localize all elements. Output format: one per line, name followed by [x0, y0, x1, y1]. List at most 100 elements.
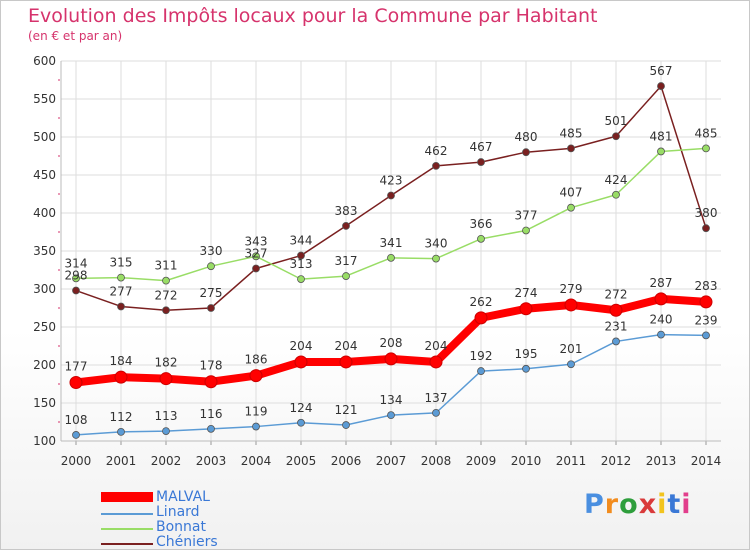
data-label-bonnat-2008: 340: [425, 237, 448, 251]
y-tick-label-350: 350: [33, 244, 56, 258]
data-label-bonnat-2004: 343: [245, 234, 268, 248]
data-label-bonnat-2006: 317: [335, 254, 358, 268]
point-cheniers-2010: [522, 148, 530, 157]
point-cheniers-2006: [342, 222, 350, 230]
point-bonnat-2013: [657, 147, 665, 156]
point-malval-2011: [564, 298, 578, 312]
x-tick-label-2008: 2008: [421, 454, 452, 468]
point-linard-2008: [432, 408, 440, 417]
point-cheniers-2003: [207, 304, 215, 312]
y-tick-label-250: 250: [33, 320, 56, 334]
x-tick-label-2011: 2011: [556, 454, 587, 468]
data-label-bonnat-2012: 424: [605, 173, 628, 187]
data-label-bonnat-2005: 313: [290, 257, 313, 271]
point-bonnat-2009: [477, 234, 485, 243]
point-linard-2014: [702, 331, 710, 340]
point-cheniers-2005: [297, 251, 305, 260]
y-tick-label-400: 400: [33, 206, 56, 220]
data-label-cheniers-2009: 467: [470, 140, 493, 154]
point-malval-2012: [609, 303, 623, 317]
point-cheniers-2012: [612, 132, 620, 141]
data-label-linard-2005: 124: [290, 401, 313, 415]
proxiti-logo: Proxiti: [584, 489, 692, 520]
data-label-bonnat-2003: 330: [200, 244, 223, 258]
data-label-linard-2008: 137: [425, 391, 448, 405]
data-label-linard-2001: 112: [110, 410, 133, 424]
data-label-cheniers-2011: 485: [560, 126, 583, 140]
y-tick-label-200: 200: [33, 358, 56, 372]
point-cheniers-2001: [117, 302, 125, 311]
data-label-malval-2006: 204: [335, 339, 358, 353]
legend-swatch-malval: [101, 492, 153, 502]
point-malval-2013: [654, 292, 668, 306]
data-label-malval-2001: 184: [110, 354, 133, 368]
y-tick-label-500: 500: [33, 130, 56, 144]
data-label-cheniers-2010: 480: [515, 130, 538, 144]
point-linard-2004: [252, 422, 260, 431]
x-tick-label-2006: 2006: [331, 454, 362, 468]
data-label-linard-2009: 192: [470, 349, 493, 363]
data-label-linard-2014: 239: [695, 313, 718, 327]
x-tick-label-2000: 2000: [61, 454, 92, 468]
point-bonnat-2011: [567, 203, 575, 212]
legend-label-bonnat: Bonnat: [156, 519, 206, 535]
point-cheniers-2000: [72, 286, 80, 295]
x-tick-label-2012: 2012: [601, 454, 632, 468]
data-label-cheniers-2005: 344: [290, 234, 313, 248]
data-label-cheniers-2003: 275: [200, 286, 223, 300]
data-label-malval-2007: 208: [380, 336, 403, 350]
point-cheniers-2009: [477, 158, 485, 166]
data-label-malval-2009: 262: [470, 295, 493, 309]
y-tick-label-600: 600: [33, 54, 56, 68]
point-linard-2013: [657, 330, 665, 339]
data-label-malval-2012: 272: [605, 287, 628, 301]
point-linard-2006: [342, 421, 350, 429]
data-label-bonnat-2010: 377: [515, 208, 538, 222]
legend-label-malval: MALVAL: [156, 489, 210, 505]
y-tick-label-300: 300: [33, 282, 56, 296]
point-linard-2012: [612, 337, 620, 346]
x-tick-label-2014: 2014: [691, 454, 722, 468]
logo-letter: x: [638, 489, 658, 520]
point-linard-2005: [297, 418, 305, 427]
point-bonnat-2008: [432, 254, 440, 263]
x-tick-label-2010: 2010: [511, 454, 542, 468]
point-bonnat-2002: [162, 276, 170, 285]
point-malval-2007: [384, 352, 398, 366]
point-linard-2010: [522, 364, 530, 373]
y-tick-label-450: 450: [33, 168, 56, 182]
data-label-bonnat-2009: 366: [470, 217, 493, 231]
chart-subtitle: (en € et par an): [28, 29, 123, 43]
y-tick-label-550: 550: [33, 92, 56, 106]
data-label-linard-2007: 134: [380, 393, 403, 407]
data-label-cheniers-2008: 462: [425, 144, 448, 158]
point-cheniers-2011: [567, 144, 575, 153]
data-label-linard-2000: 108: [65, 413, 88, 427]
data-label-malval-2008: 204: [425, 339, 448, 353]
x-tick-label-2007: 2007: [376, 454, 407, 468]
data-label-bonnat-2000: 314: [65, 256, 88, 270]
data-label-cheniers-2014: 380: [695, 206, 718, 220]
data-label-malval-2004: 186: [245, 353, 268, 367]
point-malval-2001: [114, 370, 128, 384]
point-cheniers-2007: [387, 191, 395, 200]
data-label-bonnat-2001: 315: [110, 256, 133, 270]
y-tick-label-150: 150: [33, 396, 56, 410]
data-label-linard-2013: 240: [650, 313, 673, 327]
chart-title: Evolution des Impôts locaux pour la Comm…: [28, 5, 598, 27]
data-label-linard-2003: 116: [200, 407, 223, 421]
data-label-cheniers-2006: 383: [335, 204, 358, 218]
data-label-linard-2010: 195: [515, 347, 538, 361]
point-linard-2002: [162, 427, 170, 436]
legend-label-linard: Linard: [156, 504, 200, 520]
point-malval-2000: [69, 375, 83, 389]
data-label-malval-2003: 178: [200, 359, 223, 373]
data-label-cheniers-2007: 423: [380, 174, 403, 188]
point-malval-2005: [294, 355, 308, 369]
point-cheniers-2008: [432, 161, 440, 170]
point-bonnat-2010: [522, 226, 530, 235]
legend-swatch-cheniers: [101, 543, 153, 545]
point-linard-2011: [567, 360, 575, 369]
point-linard-2007: [387, 411, 395, 420]
